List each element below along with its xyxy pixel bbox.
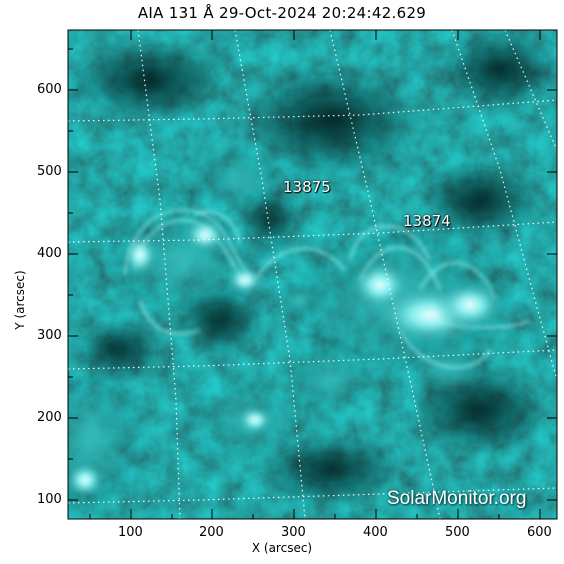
active-region-label: 13874	[403, 212, 451, 230]
x-tick-label: 100	[118, 525, 143, 540]
y-tick-label: 100	[37, 492, 62, 507]
x-tick-label: 400	[363, 525, 388, 540]
x-tick-label: 300	[281, 525, 306, 540]
y-tick-label: 200	[37, 410, 62, 425]
x-tick-label: 200	[199, 525, 224, 540]
y-tick-label: 500	[37, 164, 62, 179]
x-tick-label: 500	[445, 525, 470, 540]
axis-minor-ticks	[68, 48, 500, 519]
plot-frame	[67, 29, 558, 520]
image-title: AIA 131 Å 29-Oct-2024 20:24:42.629	[137, 4, 427, 22]
coordinate-grid	[68, 30, 557, 519]
watermark: SolarMonitor.org	[387, 488, 527, 509]
y-tick-label: 400	[37, 246, 62, 261]
y-tick-label: 300	[37, 328, 62, 343]
y-tick-label: 600	[37, 82, 62, 97]
solar-image	[68, 30, 557, 519]
y-axis-label: Y (arcsec)	[13, 270, 27, 330]
x-axis-label: X (arcsec)	[251, 541, 313, 555]
axis-ticks	[68, 30, 557, 519]
x-tick-label: 600	[527, 525, 552, 540]
active-region-label: 13875	[283, 178, 331, 196]
